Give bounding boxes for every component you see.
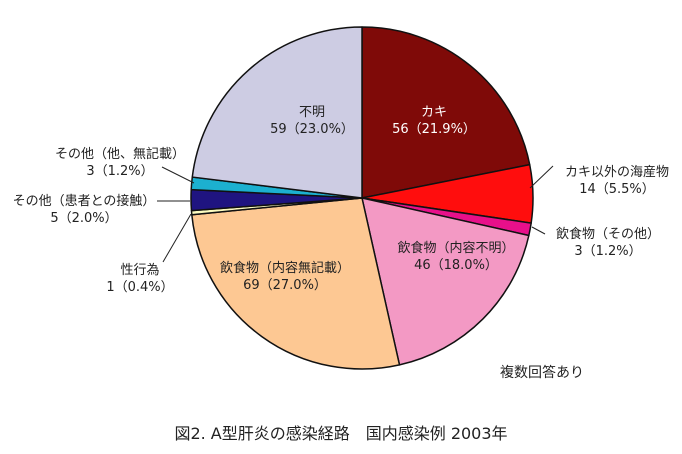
label-sexual-name: 性行為	[120, 263, 160, 278]
label-contact: その他（患者との接触） 5（2.0%）	[6, 193, 162, 227]
label-food-other-name: 飲食物（その他）	[555, 227, 660, 242]
label-seafood-value: 14（5.5%）	[579, 182, 655, 197]
label-food-unknown-value: 46（18.0%）	[414, 258, 498, 273]
label-kaki: カキ 56（21.9%）	[384, 104, 484, 138]
label-contact-name: その他（患者との接触）	[12, 194, 156, 209]
label-kaki-name: カキ	[420, 105, 447, 120]
pie-slice	[191, 197, 401, 370]
leader-food-other	[531, 226, 546, 235]
label-unknown-name: 不明	[298, 105, 325, 120]
multiple-answers-note: 複数回答あり	[500, 365, 584, 381]
leader-other-unrecorded	[161, 166, 195, 184]
label-other-unrecorded: その他（他、無記載） 3（1.2%）	[50, 146, 190, 180]
leader-seafood	[529, 165, 554, 189]
label-food-unrecorded: 飲食物（内容無記載） 69（27.0%）	[200, 260, 370, 294]
pie-slice	[361, 26, 531, 199]
label-contact-value: 5（2.0%）	[50, 211, 118, 226]
pie-slice	[191, 26, 363, 199]
pie-slices	[190, 26, 534, 370]
chart-title: 図2. A型肝炎の感染経路 国内感染例 2003年	[174, 424, 508, 443]
label-food-unrecorded-name: 飲食物（内容無記載）	[219, 261, 350, 276]
label-kaki-value: 56（21.9%）	[392, 122, 476, 137]
label-seafood: カキ以外の海産物 14（5.5%）	[552, 164, 682, 198]
label-food-other: 飲食物（その他） 3（1.2%）	[548, 226, 668, 260]
label-food-other-value: 3（1.2%）	[574, 244, 642, 259]
label-food-unrecorded-value: 69（27.0%）	[243, 278, 327, 293]
label-sexual-value: 1（0.4%）	[106, 280, 174, 295]
label-food-unknown: 飲食物（内容不明） 46（18.0%）	[386, 240, 526, 274]
label-other-unrecorded-value: 3（1.2%）	[86, 164, 154, 179]
leader-sexual	[162, 213, 192, 263]
label-seafood-name: カキ以外の海産物	[564, 165, 669, 180]
label-food-unknown-name: 飲食物（内容不明）	[397, 241, 515, 256]
label-sexual: 性行為 1（0.4%）	[100, 262, 180, 296]
leader-lines	[157, 165, 554, 263]
label-unknown: 不明 59（23.0%）	[262, 104, 362, 138]
pie-slice	[361, 197, 530, 366]
label-unknown-value: 59（23.0%）	[270, 122, 354, 137]
label-other-unrecorded-name: その他（他、無記載）	[54, 147, 185, 162]
